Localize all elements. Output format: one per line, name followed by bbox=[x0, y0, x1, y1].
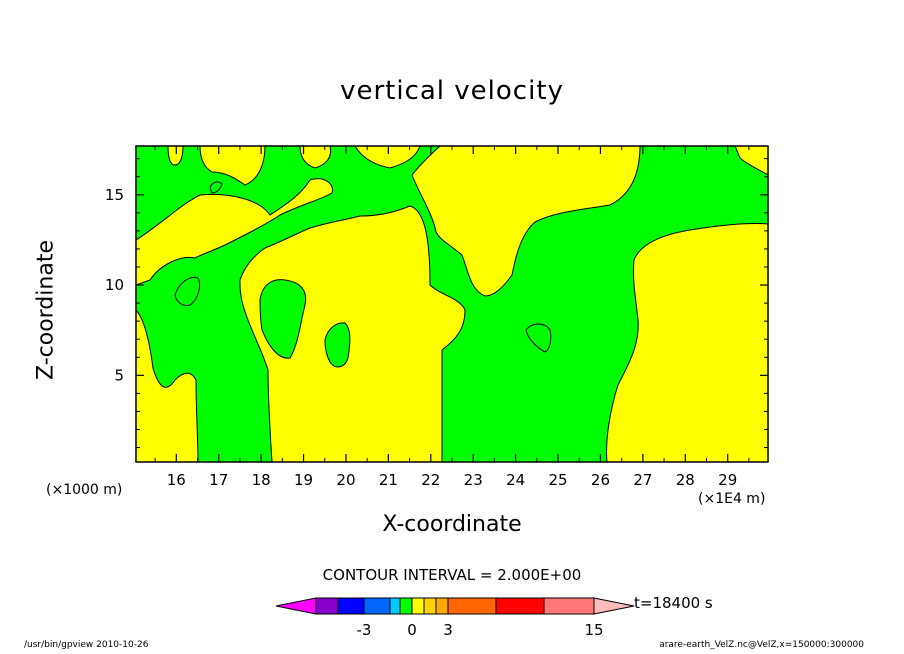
y-axis-label: Z-coordinate bbox=[33, 240, 59, 380]
colorbar-tick-label: -3 bbox=[357, 621, 372, 639]
colorbar-arrow-left bbox=[275, 597, 317, 615]
y-tick-label: 15 bbox=[105, 186, 124, 204]
colorbar-segment bbox=[543, 597, 595, 615]
x-unit-label-left: (×1000 m) bbox=[46, 482, 123, 498]
colorbar-segment bbox=[447, 597, 497, 615]
island-e bbox=[525, 323, 552, 353]
x-tick-label: 17 bbox=[209, 471, 228, 489]
region-center-main bbox=[239, 205, 466, 463]
positive-regions bbox=[135, 145, 769, 463]
colorbar-segment bbox=[337, 597, 365, 615]
x-axis-label: X-coordinate bbox=[382, 512, 522, 537]
footer-right: arare-earth_VelZ.nc@VelZ,x=150000:300000 bbox=[659, 640, 864, 650]
x-tick-label: 20 bbox=[336, 471, 355, 489]
region-top-a bbox=[199, 145, 266, 186]
x-tick-label: 26 bbox=[591, 471, 610, 489]
island-b bbox=[209, 181, 223, 194]
colorbar-segment bbox=[435, 597, 449, 615]
colorbar-segment bbox=[315, 597, 339, 615]
island-c bbox=[259, 279, 307, 359]
time-label: t=18400 s bbox=[634, 594, 713, 612]
colorbar-tick-label: 3 bbox=[443, 621, 453, 639]
region-top-left-small bbox=[167, 145, 184, 166]
colorbar-segment bbox=[423, 597, 437, 615]
region-right-bottom bbox=[606, 222, 769, 463]
footer-left: /usr/bin/gpview 2010-10-26 bbox=[24, 640, 149, 650]
colorbar-segment bbox=[389, 597, 401, 615]
x-tick-label: 21 bbox=[379, 471, 398, 489]
x-unit-label-right: (×1E4 m) bbox=[698, 491, 766, 507]
colorbar-segment bbox=[363, 597, 391, 615]
x-tick-label: 19 bbox=[294, 471, 313, 489]
region-center bbox=[135, 308, 199, 463]
x-tick-label: 18 bbox=[252, 471, 271, 489]
y-axis-ticks: 5 10 15 bbox=[105, 158, 768, 449]
island-a bbox=[174, 276, 201, 306]
negative-islands bbox=[174, 181, 552, 368]
region-top-c bbox=[354, 145, 421, 169]
chart-title: vertical velocity bbox=[340, 76, 564, 106]
colorbar-arrow-right bbox=[593, 597, 635, 615]
x-tick-label: 24 bbox=[506, 471, 525, 489]
colorbar-segment bbox=[411, 597, 425, 615]
x-tick-label: 22 bbox=[421, 471, 440, 489]
island-d bbox=[324, 322, 351, 368]
colorbar-segment bbox=[399, 597, 413, 615]
x-axis-ticks: 16 17 18 19 20 21 22 23 24 25 26 27 28 29 bbox=[154, 146, 750, 489]
region-left bbox=[135, 178, 334, 286]
x-tick-label: 23 bbox=[464, 471, 483, 489]
x-tick-label: 25 bbox=[548, 471, 567, 489]
colorbar-tick-label: 0 bbox=[407, 621, 417, 639]
x-tick-label: 29 bbox=[718, 471, 737, 489]
y-tick-label: 5 bbox=[114, 366, 124, 384]
region-top-b bbox=[299, 145, 332, 169]
colorbar-tick-label: 15 bbox=[584, 621, 603, 639]
contour-interval-label: CONTOUR INTERVAL = 2.000E+00 bbox=[322, 566, 582, 584]
colorbar: -3 0 3 15 bbox=[275, 597, 635, 639]
x-tick-label: 16 bbox=[167, 471, 186, 489]
region-right-top bbox=[411, 145, 641, 297]
x-tick-label: 28 bbox=[676, 471, 695, 489]
x-tick-label: 27 bbox=[633, 471, 652, 489]
y-tick-label: 10 bbox=[105, 276, 124, 294]
colorbar-segment bbox=[495, 597, 545, 615]
